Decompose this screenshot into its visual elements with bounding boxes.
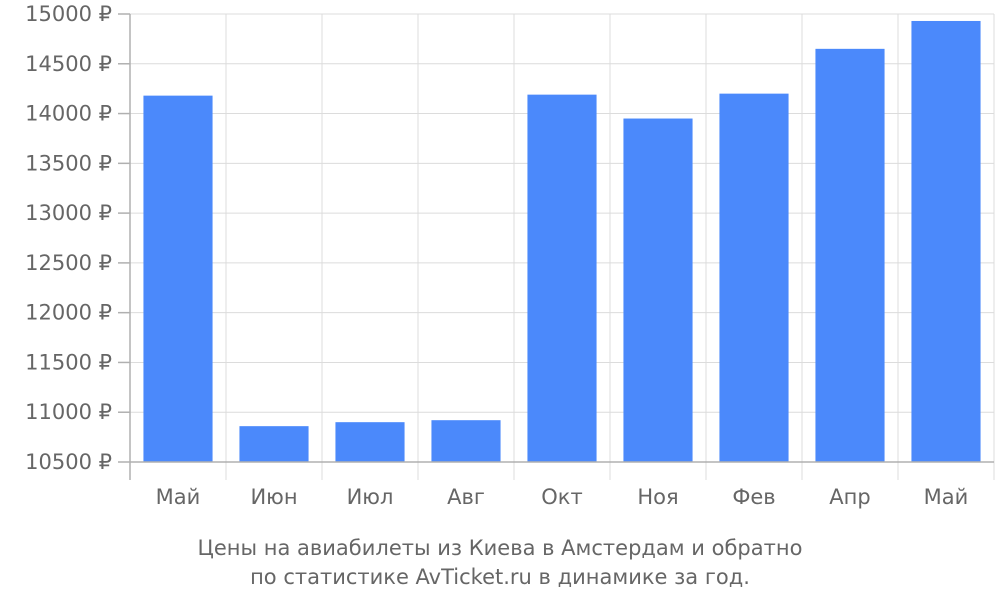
- y-tick-label: 12000 ₽: [25, 301, 112, 325]
- y-axis-ticks: 10500 ₽ 11000 ₽ 11500 ₽ 12000 ₽ 12500 ₽ 13000…: [25, 2, 112, 474]
- y-tick-label: 15000 ₽: [25, 2, 112, 26]
- bar: [239, 426, 309, 462]
- chart-caption-line-2: по статистике AvTicket.ru в динамике за …: [250, 565, 750, 589]
- bar: [815, 48, 885, 462]
- y-tick-label: 10500 ₽: [25, 450, 112, 474]
- y-tick-label: 11500 ₽: [25, 350, 112, 374]
- bar: [143, 95, 213, 462]
- bar: [623, 118, 693, 463]
- y-tick-label: 13000 ₽: [25, 201, 112, 225]
- y-tick-label: 14500 ₽: [25, 52, 112, 76]
- bar: [911, 20, 981, 462]
- bar: [527, 94, 597, 462]
- chart-caption-line-1: Цены на авиабилеты из Киева в Амстердам …: [198, 536, 803, 560]
- x-tick-label: Апр: [829, 485, 870, 509]
- axes: [118, 13, 995, 480]
- x-axis-ticks: Май Июн Июл Авг Окт Ноя Фев Апр Май: [156, 485, 969, 509]
- x-tick-label: Май: [156, 485, 201, 509]
- x-tick-label: Окт: [541, 485, 582, 509]
- x-tick-label: Авг: [447, 485, 485, 509]
- x-tick-label: Ноя: [637, 485, 678, 509]
- bar: [719, 93, 789, 463]
- x-tick-label: Май: [924, 485, 969, 509]
- y-tick-label: 13500 ₽: [25, 151, 112, 175]
- bars: [143, 20, 981, 463]
- x-tick-label: Июл: [347, 485, 394, 509]
- y-tick-label: 12500 ₽: [25, 251, 112, 275]
- y-tick-label: 11000 ₽: [25, 400, 112, 424]
- y-tick-label: 14000 ₽: [25, 102, 112, 126]
- x-tick-label: Июн: [250, 485, 297, 509]
- bar: [335, 422, 405, 462]
- bar: [431, 420, 501, 462]
- x-tick-label: Фев: [732, 485, 775, 509]
